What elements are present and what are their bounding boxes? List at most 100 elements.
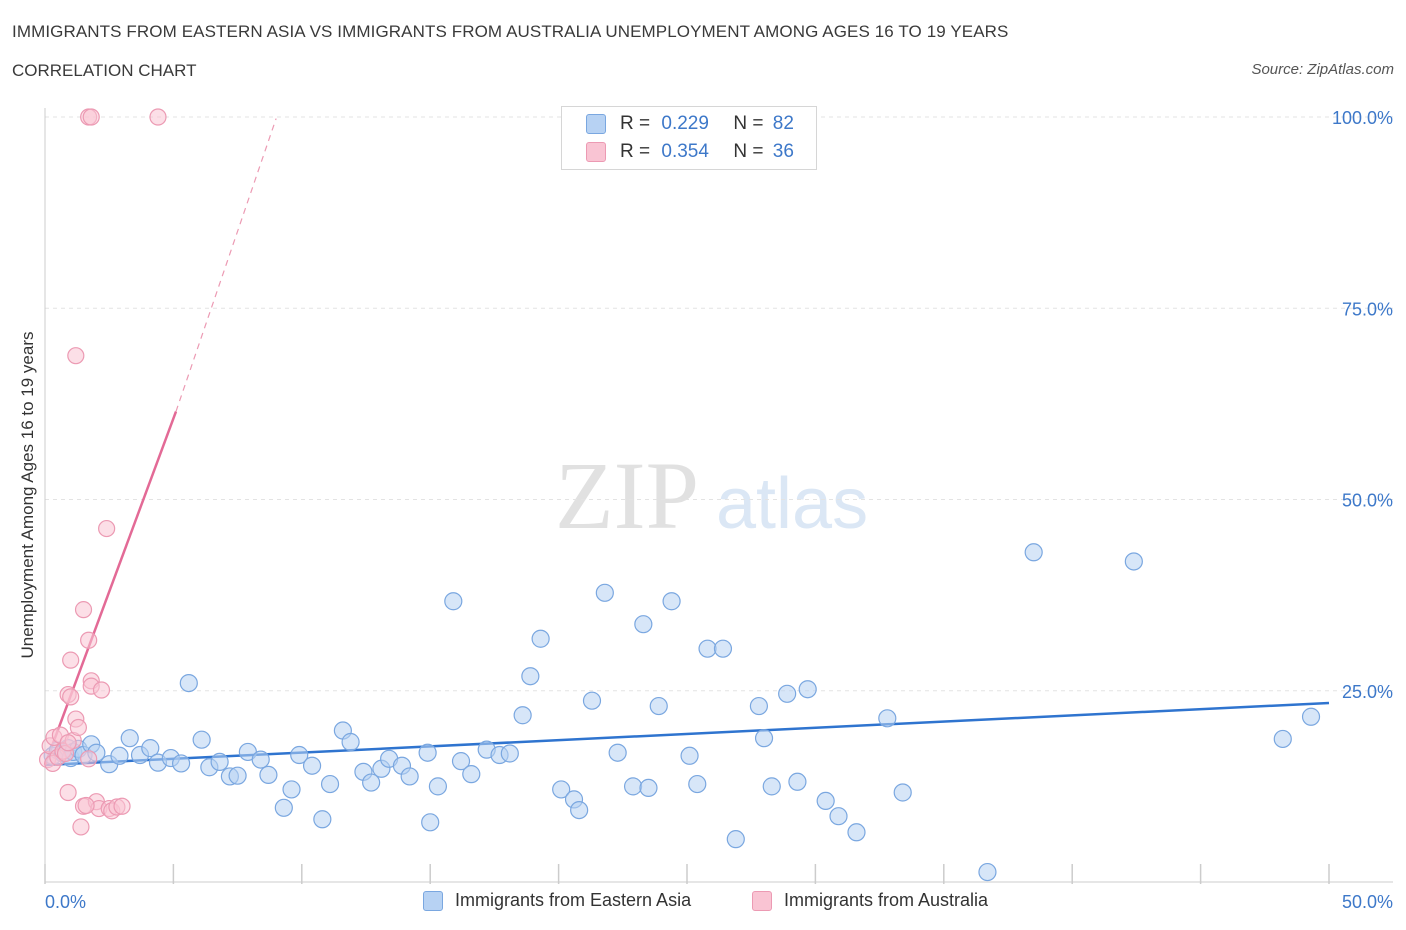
eastern-asia-point bbox=[418, 743, 437, 762]
australia-point bbox=[98, 519, 116, 538]
eastern-asia-point bbox=[649, 696, 668, 716]
r-label: R = bbox=[620, 113, 651, 134]
y-tick-label: 75.0% bbox=[1342, 299, 1393, 319]
n-value: 36 bbox=[772, 141, 794, 162]
eastern-asia-point bbox=[816, 791, 835, 811]
eastern-asia-point bbox=[778, 684, 797, 703]
eastern-asia-point bbox=[595, 583, 614, 602]
eastern-asia-point bbox=[251, 750, 270, 769]
eastern-asia-point bbox=[141, 739, 160, 758]
n-value: 82 bbox=[772, 113, 794, 134]
watermark-atlas: atlas bbox=[716, 464, 868, 544]
eastern-asia-point bbox=[313, 810, 332, 829]
eastern-asia-point bbox=[274, 798, 293, 817]
eastern-asia-point bbox=[788, 772, 807, 791]
y-tick-label: 50.0% bbox=[1342, 491, 1393, 511]
australia-point bbox=[59, 783, 77, 802]
eastern-asia-point bbox=[451, 752, 471, 771]
legend-label-australia: Immigrants from Australia bbox=[784, 890, 989, 910]
eastern-asia-point bbox=[893, 783, 912, 802]
chart-subtitle: CORRELATION CHART bbox=[12, 61, 197, 80]
eastern-asia-point bbox=[829, 807, 848, 826]
y-tick-label: 25.0% bbox=[1342, 682, 1393, 702]
eastern-asia-point bbox=[634, 615, 653, 634]
eastern-asia-point bbox=[754, 729, 774, 748]
eastern-asia-point bbox=[798, 680, 817, 699]
australia-point bbox=[80, 750, 98, 768]
eastern-asia-point bbox=[662, 592, 681, 611]
n-label: N = bbox=[733, 141, 764, 162]
y-tick-label: 100.0% bbox=[1332, 108, 1393, 128]
eastern-asia-point bbox=[1273, 729, 1292, 749]
eastern-asia-point bbox=[623, 777, 643, 796]
australia-point bbox=[82, 108, 100, 126]
australia-trend-line bbox=[43, 411, 178, 766]
eastern-asia-point bbox=[513, 706, 532, 725]
eastern-asia-point bbox=[521, 667, 540, 686]
eastern-asia-point bbox=[698, 639, 717, 658]
eastern-asia-point bbox=[608, 743, 627, 762]
eastern-asia-point bbox=[290, 745, 309, 765]
eastern-asia-point bbox=[302, 756, 322, 775]
data-points bbox=[38, 108, 1321, 882]
eastern-asia-point bbox=[320, 774, 340, 794]
australia-point bbox=[80, 631, 98, 649]
eastern-asia-point bbox=[444, 592, 463, 611]
x-tick-label: 50.0% bbox=[1342, 892, 1393, 912]
eastern-asia-point bbox=[462, 765, 481, 784]
eastern-asia-point bbox=[531, 629, 550, 648]
eastern-asia-point bbox=[228, 766, 247, 785]
eastern-asia-point bbox=[847, 823, 866, 842]
australia-point bbox=[149, 108, 167, 126]
eastern-asia-point bbox=[341, 732, 360, 752]
r-value: 0.354 bbox=[661, 141, 709, 162]
r-value: 0.229 bbox=[661, 113, 709, 134]
eastern-asia-point bbox=[1024, 543, 1043, 562]
eastern-asia-point bbox=[259, 765, 278, 785]
eastern-asia-point bbox=[400, 767, 419, 786]
blue-legend-swatch bbox=[423, 890, 443, 911]
eastern-asia-point bbox=[552, 780, 571, 799]
legend-row-eastern-asia: R = 0.229 N = 82 bbox=[586, 112, 794, 136]
watermark: ZIP atlas bbox=[555, 442, 868, 549]
australia-point bbox=[77, 796, 95, 815]
stats-legend: R = 0.229 N = 82 R = 0.354 N = 36 bbox=[561, 106, 817, 170]
blue-swatch bbox=[586, 114, 606, 134]
pink-swatch bbox=[586, 142, 606, 162]
australia-point bbox=[74, 601, 93, 619]
eastern-asia-point bbox=[749, 696, 769, 716]
eastern-asia-point bbox=[500, 744, 519, 763]
eastern-asia-point bbox=[179, 673, 198, 693]
watermark-zip: ZIP bbox=[555, 442, 699, 549]
australia-point bbox=[72, 818, 90, 836]
n-label: N = bbox=[733, 113, 764, 134]
eastern-asia-point bbox=[362, 773, 381, 792]
eastern-asia-point bbox=[878, 709, 897, 728]
legend-row-australia: R = 0.354 N = 36 bbox=[586, 140, 794, 164]
eastern-asia-point bbox=[110, 746, 129, 765]
eastern-asia-point bbox=[582, 691, 602, 710]
australia-trend-extension bbox=[175, 118, 277, 412]
eastern-asia-point bbox=[713, 639, 733, 658]
eastern-asia-point bbox=[428, 777, 448, 796]
eastern-asia-point bbox=[1301, 707, 1321, 726]
eastern-asia-point bbox=[172, 754, 191, 773]
australia-point bbox=[59, 734, 77, 752]
australia-point bbox=[62, 688, 80, 706]
eastern-asia-point bbox=[639, 778, 658, 798]
eastern-asia-point bbox=[120, 729, 139, 748]
r-label: R = bbox=[620, 141, 651, 162]
eastern-asia-point bbox=[978, 862, 997, 882]
australia-point bbox=[67, 347, 85, 365]
eastern-asia-point bbox=[210, 752, 229, 771]
bottom-legend-australia: Immigrants from Australia bbox=[752, 890, 988, 911]
legend-label-eastern-asia: Immigrants from Eastern Asia bbox=[455, 890, 692, 910]
eastern-asia-point bbox=[282, 780, 301, 799]
australia-point bbox=[113, 797, 131, 815]
eastern-asia-point bbox=[726, 830, 745, 849]
eastern-asia-point bbox=[762, 777, 781, 796]
australia-point bbox=[92, 681, 111, 699]
eastern-asia-point bbox=[421, 813, 440, 832]
eastern-asia-point bbox=[570, 800, 589, 820]
